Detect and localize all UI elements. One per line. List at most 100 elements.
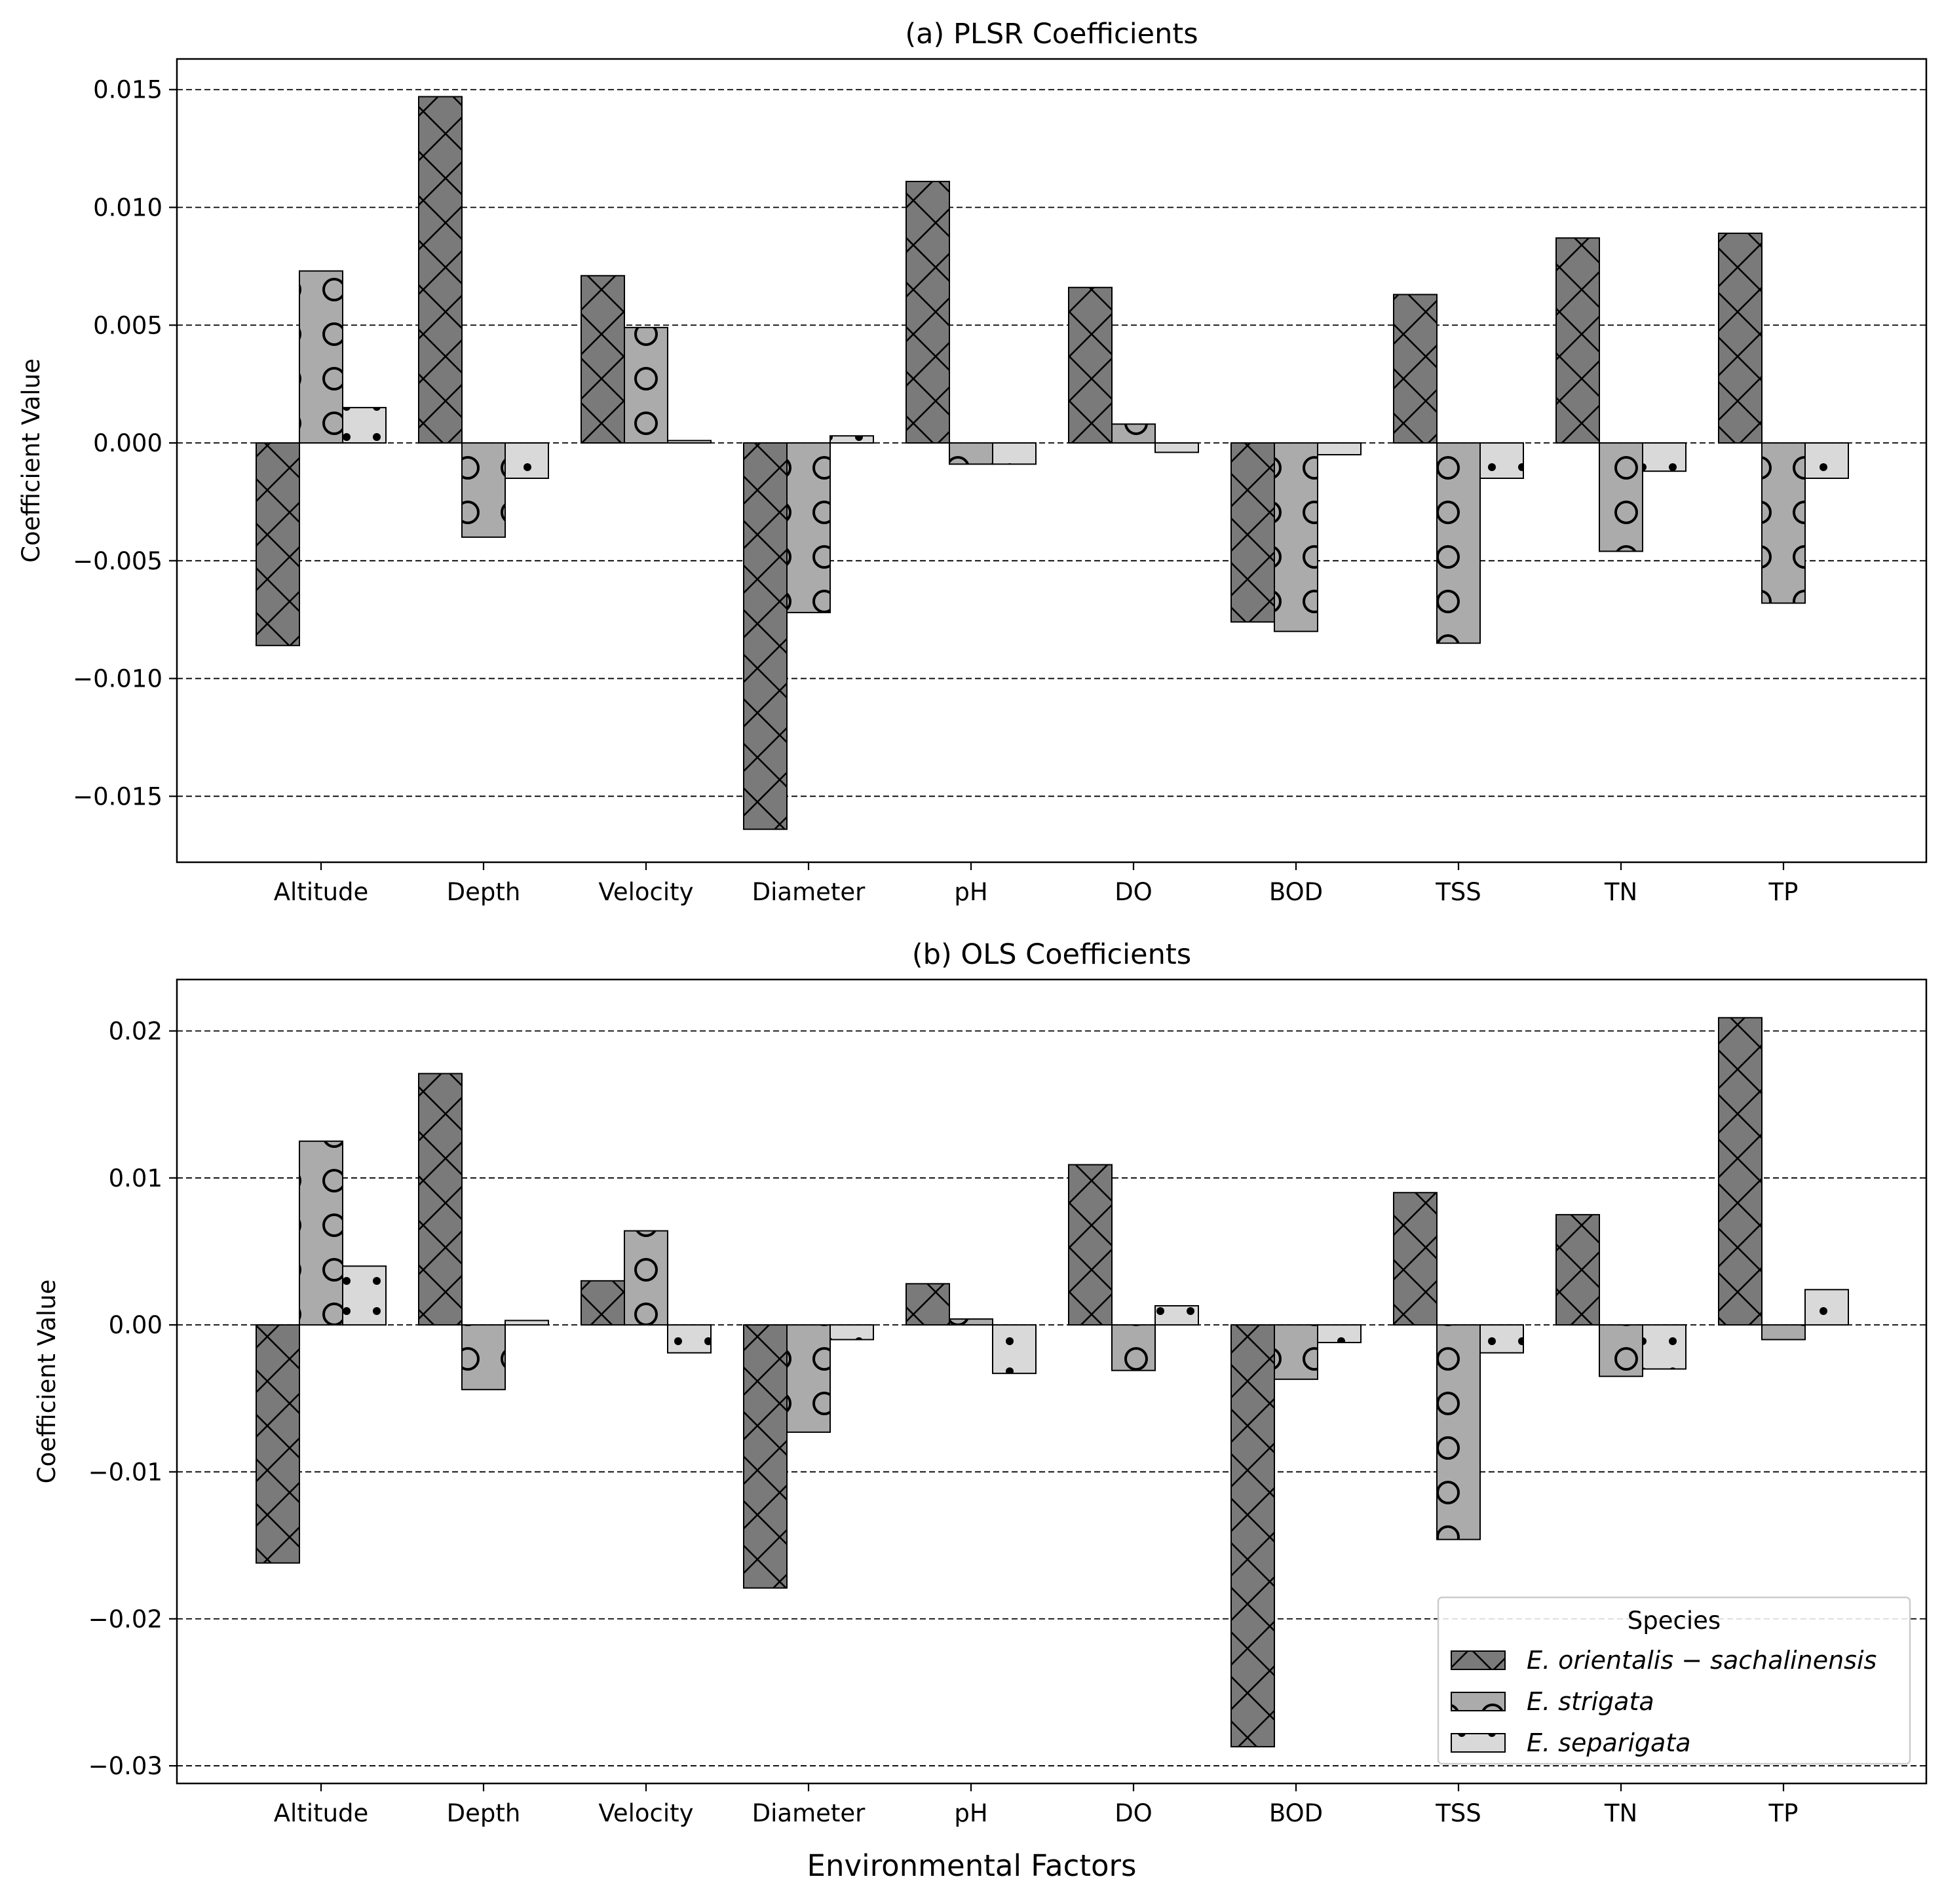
bar-strigata xyxy=(624,326,668,444)
bar-separigata xyxy=(667,1324,712,1354)
x-tick-label: Diameter xyxy=(752,1799,866,1827)
bar-strigata xyxy=(949,442,993,465)
bar-separigata xyxy=(1642,1324,1687,1370)
bar-strigata xyxy=(949,1318,993,1326)
legend-label-strigata: E. strigata xyxy=(1527,1687,1654,1716)
y-axis-ticks: −0.015 −0.010 −0.005 0.000 0.005 0.010 0.015 xyxy=(73,76,177,810)
legend-label-orientalis: E. orientalis − sachalinensis xyxy=(1527,1646,1877,1675)
bar-separigata xyxy=(342,1265,387,1326)
bar-separigata xyxy=(1804,1289,1849,1326)
bar-orientalis xyxy=(1393,294,1438,444)
x-axis-ticks: Altitude Depth Velocity Diameter pH DO BOD TSS T… xyxy=(274,862,1798,906)
bar-orientalis xyxy=(1718,1017,1763,1326)
bar-strigata xyxy=(1274,1324,1318,1380)
bar-separigata xyxy=(992,442,1037,465)
bar-strigata xyxy=(461,442,506,538)
bar-strigata xyxy=(786,442,831,613)
y-tick-label: 0.00 xyxy=(109,1311,162,1339)
bar-orientalis xyxy=(418,96,463,444)
bars xyxy=(256,96,1849,830)
bars xyxy=(256,1017,1849,1747)
y-axis-label: Coefficient Value xyxy=(33,1280,61,1484)
y-tick-label: −0.010 xyxy=(73,665,162,693)
y-axis-ticks: −0.03 −0.02 −0.01 0.00 0.01 0.02 xyxy=(88,1018,177,1780)
bar-separigata xyxy=(1154,442,1199,453)
bar-strigata xyxy=(299,270,343,444)
bar-separigata xyxy=(505,442,549,479)
x-tick-label: BOD xyxy=(1269,878,1323,906)
bar-orientalis xyxy=(581,1280,625,1326)
bar-strigata xyxy=(299,1140,343,1326)
bar-strigata xyxy=(1599,1324,1643,1377)
y-tick-label: −0.005 xyxy=(73,547,162,575)
chart-title: (b) OLS Coefficients xyxy=(912,938,1191,971)
y-tick-label: −0.015 xyxy=(73,782,162,810)
x-tick-label: TP xyxy=(1768,1799,1799,1827)
x-tick-label: Velocity xyxy=(598,1799,693,1827)
legend-swatch-orientalis xyxy=(1451,1650,1506,1670)
bar-strigata xyxy=(1274,442,1318,632)
bar-separigata xyxy=(1804,442,1849,479)
y-tick-label: 0.010 xyxy=(93,194,162,222)
y-tick-label: 0.01 xyxy=(109,1164,162,1192)
bar-strigata xyxy=(786,1324,831,1433)
bar-separigata xyxy=(1317,442,1362,456)
bar-orientalis xyxy=(1718,233,1763,444)
bar-separigata xyxy=(829,1324,874,1341)
bar-separigata xyxy=(992,1324,1037,1375)
legend-box xyxy=(1437,1596,1911,1765)
bar-separigata xyxy=(667,440,712,444)
bar-strigata xyxy=(1761,1324,1806,1341)
x-tick-label: TN xyxy=(1604,1799,1637,1827)
x-axis-ticks: Altitude Depth Velocity Diameter pH DO BOD TSS T… xyxy=(274,1783,1799,1827)
x-tick-label: Diameter xyxy=(752,878,866,906)
bar-separigata xyxy=(1317,1324,1362,1344)
bar-strigata xyxy=(461,1324,506,1390)
gridlines xyxy=(177,88,1926,797)
plsr-chart-panel: (a) PLSR Coefficients Coefficient Value … xyxy=(17,18,1928,906)
y-tick-label: 0.015 xyxy=(93,76,162,104)
y-tick-label: −0.02 xyxy=(88,1605,162,1633)
legend-title: Species xyxy=(1628,1607,1721,1635)
bar-strigata xyxy=(1761,442,1806,604)
x-tick-label: Altitude xyxy=(274,1799,369,1827)
bar-orientalis xyxy=(1230,442,1275,623)
legend-swatch-strigata xyxy=(1451,1692,1506,1711)
y-tick-label: 0.000 xyxy=(93,429,162,457)
bar-orientalis xyxy=(1230,1324,1275,1747)
x-tick-label: DO xyxy=(1115,1799,1153,1827)
bar-orientalis xyxy=(1555,237,1600,444)
bar-orientalis xyxy=(1068,1164,1113,1326)
x-tick-label: TN xyxy=(1604,878,1637,906)
x-tick-label: pH xyxy=(954,878,987,906)
bar-strigata xyxy=(1436,1324,1481,1540)
bar-orientalis xyxy=(743,442,788,830)
bar-orientalis xyxy=(905,1283,950,1326)
x-tick-label: TSS xyxy=(1435,1799,1481,1827)
y-tick-label: −0.01 xyxy=(88,1458,162,1486)
bar-orientalis xyxy=(256,442,300,647)
bar-orientalis xyxy=(743,1324,788,1589)
bar-separigata xyxy=(1642,442,1687,472)
legend-swatch-separigata xyxy=(1451,1733,1506,1753)
x-tick-label: Altitude xyxy=(274,878,369,906)
x-axis-label: Environmental Factors xyxy=(807,1848,1137,1883)
y-tick-label: −0.03 xyxy=(88,1752,162,1780)
legend: Species E. orientalis − sachalinensis E.… xyxy=(1437,1596,1911,1765)
bar-strigata xyxy=(1111,423,1156,444)
bar-orientalis xyxy=(905,180,950,444)
x-tick-label: Depth xyxy=(447,878,521,906)
x-tick-label: pH xyxy=(954,1799,987,1827)
bar-orientalis xyxy=(581,275,625,444)
x-tick-label: Velocity xyxy=(598,878,693,906)
bar-strigata xyxy=(1599,442,1643,552)
x-tick-label: TSS xyxy=(1435,878,1481,906)
plot-frame xyxy=(176,58,1928,864)
bar-separigata xyxy=(829,435,874,444)
bar-separigata xyxy=(505,1320,549,1326)
y-tick-label: 0.005 xyxy=(93,311,162,339)
bar-orientalis xyxy=(418,1073,463,1326)
bar-orientalis xyxy=(1393,1192,1438,1326)
bar-separigata xyxy=(1479,1324,1524,1354)
